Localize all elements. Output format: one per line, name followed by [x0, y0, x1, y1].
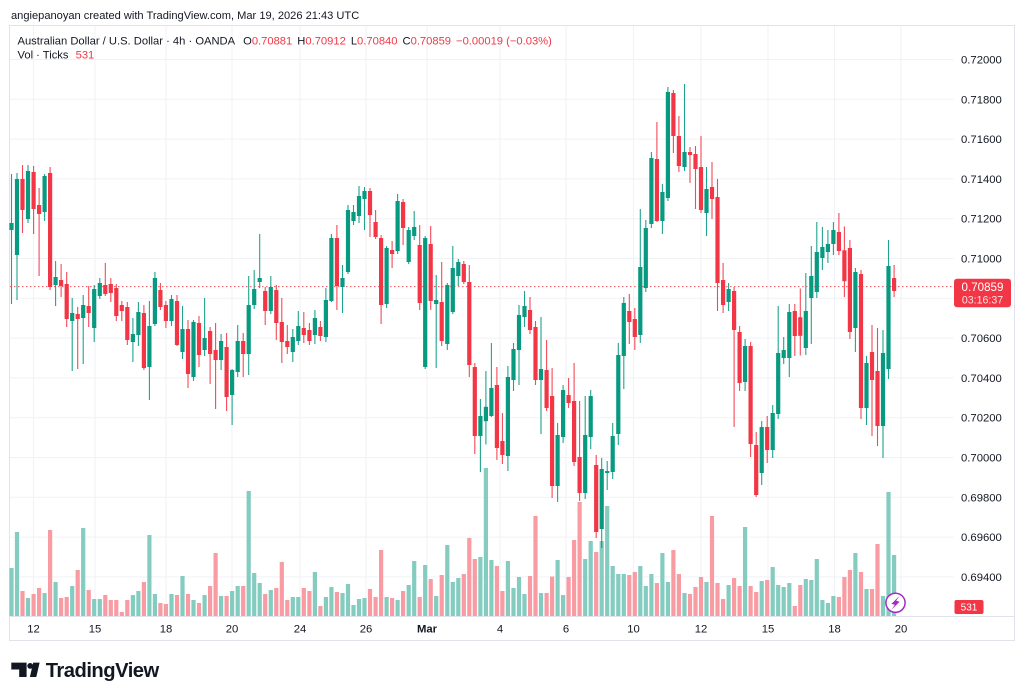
svg-text:Vol · Ticks 531: Vol · Ticks 531	[18, 50, 95, 62]
svg-text:26: 26	[360, 624, 373, 636]
svg-text:10: 10	[627, 624, 640, 636]
svg-text:15: 15	[762, 624, 775, 636]
svg-text:20: 20	[895, 624, 908, 636]
svg-text:531: 531	[961, 603, 978, 614]
svg-text:0.70000: 0.70000	[961, 453, 1002, 465]
svg-text:0.72000: 0.72000	[961, 55, 1002, 67]
svg-text:18: 18	[828, 624, 841, 636]
svg-text:0.71600: 0.71600	[961, 134, 1002, 146]
svg-text:12: 12	[27, 624, 40, 636]
svg-text:angiepanoyan created with Trad: angiepanoyan created with TradingView.co…	[11, 10, 359, 22]
svg-text:0.70859: 0.70859	[962, 281, 1004, 294]
svg-text:0.71800: 0.71800	[961, 94, 1002, 106]
svg-text:0.70200: 0.70200	[961, 413, 1002, 425]
svg-text:4: 4	[497, 624, 503, 636]
svg-text:0.69800: 0.69800	[961, 492, 1002, 504]
svg-text:24: 24	[294, 624, 307, 636]
svg-text:0.70600: 0.70600	[961, 333, 1002, 345]
svg-text:0.69400: 0.69400	[961, 572, 1002, 584]
svg-text:03:16:37: 03:16:37	[962, 294, 1003, 306]
svg-text:TradingView: TradingView	[46, 660, 160, 682]
svg-text:Mar: Mar	[417, 624, 438, 636]
svg-text:0.71200: 0.71200	[961, 214, 1002, 226]
svg-text:Australian Dollar / U.S. Dolla: Australian Dollar / U.S. Dollar · 4h · O…	[18, 36, 553, 48]
svg-text:0.69600: 0.69600	[961, 532, 1002, 544]
svg-text:0.70400: 0.70400	[961, 373, 1002, 385]
svg-text:18: 18	[160, 624, 173, 636]
svg-text:0.71400: 0.71400	[961, 174, 1002, 186]
svg-text:15: 15	[89, 624, 102, 636]
svg-text:12: 12	[695, 624, 708, 636]
svg-text:6: 6	[563, 624, 569, 636]
svg-text:20: 20	[226, 624, 239, 636]
svg-text:0.71000: 0.71000	[961, 254, 1002, 266]
